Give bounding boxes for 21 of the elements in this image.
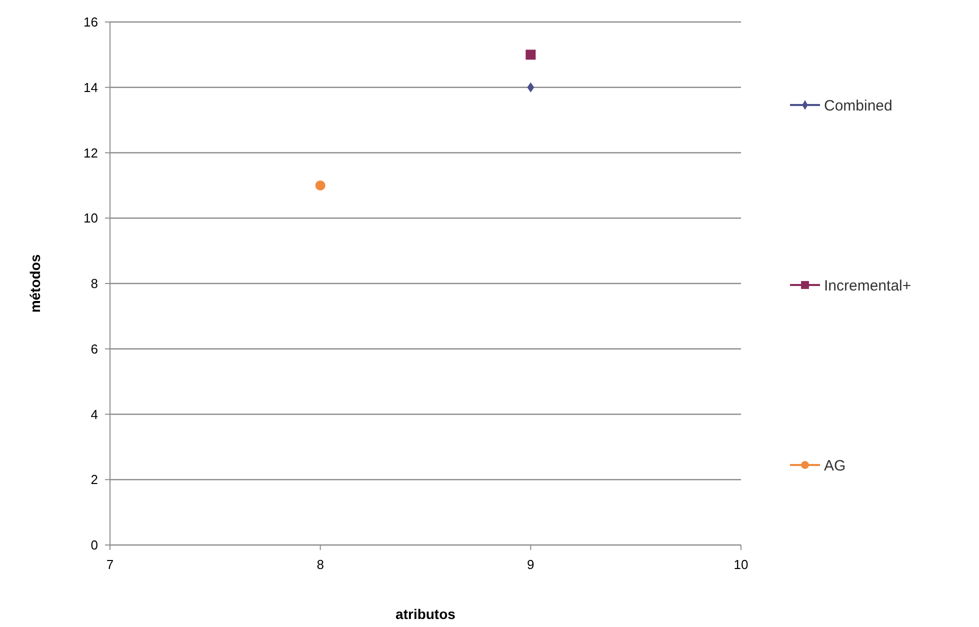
y-tick-label: 16 [84, 14, 98, 30]
x-tick-label: 8 [316, 557, 324, 572]
y-tick-label: 6 [90, 341, 98, 356]
point [526, 50, 536, 60]
legend-label: AG [824, 457, 846, 474]
y-axis-title: métodos [27, 254, 43, 313]
point [315, 180, 326, 190]
x-tick-label: 7 [106, 557, 114, 572]
point [527, 82, 534, 92]
x-tick-label: 10 [734, 557, 748, 572]
legend-label: Combined [824, 97, 892, 114]
legend-label: Incremental+ [824, 277, 912, 294]
y-tick-label: 0 [90, 538, 98, 553]
y-tick-label: 10 [84, 210, 98, 226]
x-tick-label: 9 [527, 557, 534, 572]
y-tick-label: 8 [90, 276, 98, 292]
x-axis-title: atributos [396, 606, 456, 622]
y-tick-label: 14 [84, 80, 98, 95]
y-tick-label: 12 [84, 145, 98, 160]
y-tick-label: 2 [90, 472, 98, 488]
y-tick-label: 4 [90, 406, 98, 422]
